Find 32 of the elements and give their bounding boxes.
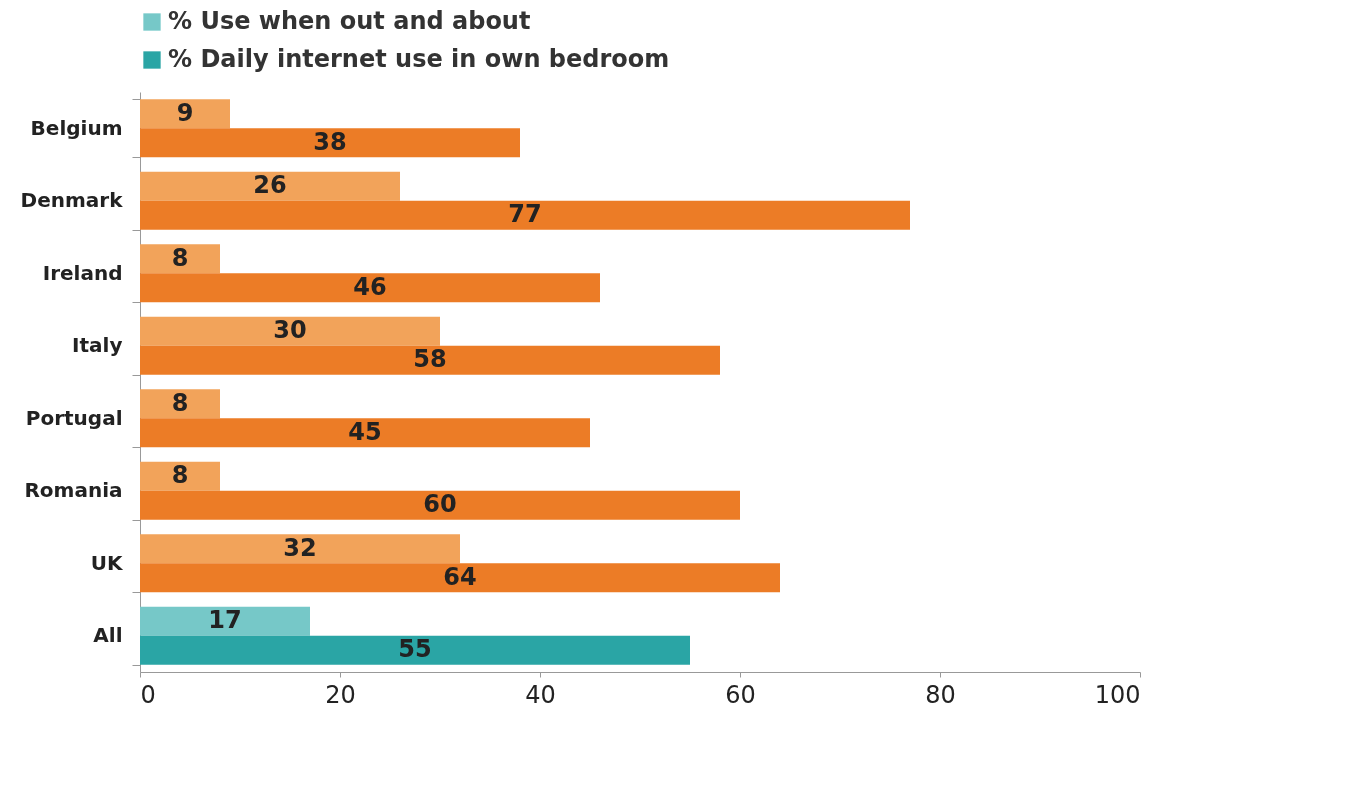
data-label: 30 xyxy=(273,316,307,345)
y-tick-label: Romania xyxy=(24,478,123,503)
y-tick-label: Ireland xyxy=(42,260,123,285)
data-label: 32 xyxy=(283,533,317,562)
data-label: 45 xyxy=(348,417,382,446)
x-tick-label: 60 xyxy=(725,680,756,709)
y-tick-label: Belgium xyxy=(30,115,123,140)
x-tick-label: 100 xyxy=(1094,680,1141,709)
data-label: 77 xyxy=(508,200,542,229)
data-label: 46 xyxy=(353,272,387,301)
data-label: 26 xyxy=(253,171,287,200)
legend-label: % Use when out and about xyxy=(168,7,531,35)
x-tick-label: 40 xyxy=(525,680,556,709)
data-label: 64 xyxy=(443,562,477,591)
y-tick-label: Portugal xyxy=(25,405,123,430)
x-tick-label: 20 xyxy=(325,680,356,709)
y-tick-label: UK xyxy=(90,550,124,575)
data-label: 8 xyxy=(171,243,189,272)
data-label: 60 xyxy=(423,490,457,519)
data-label: 8 xyxy=(171,461,189,490)
data-label: 8 xyxy=(171,388,189,417)
y-tick-label: Italy xyxy=(72,333,123,358)
x-tick-label: 0 xyxy=(140,680,156,709)
data-label: 38 xyxy=(313,127,347,156)
y-tick-label: All xyxy=(93,623,123,648)
data-label: 55 xyxy=(398,635,432,664)
x-tick-label: 80 xyxy=(925,680,956,709)
data-label: 58 xyxy=(413,345,447,374)
y-tick-label: Denmark xyxy=(20,188,124,213)
legend-label: % Daily internet use in own bedroom xyxy=(168,45,670,73)
data-label: 9 xyxy=(176,98,194,127)
data-label: 17 xyxy=(208,606,242,635)
